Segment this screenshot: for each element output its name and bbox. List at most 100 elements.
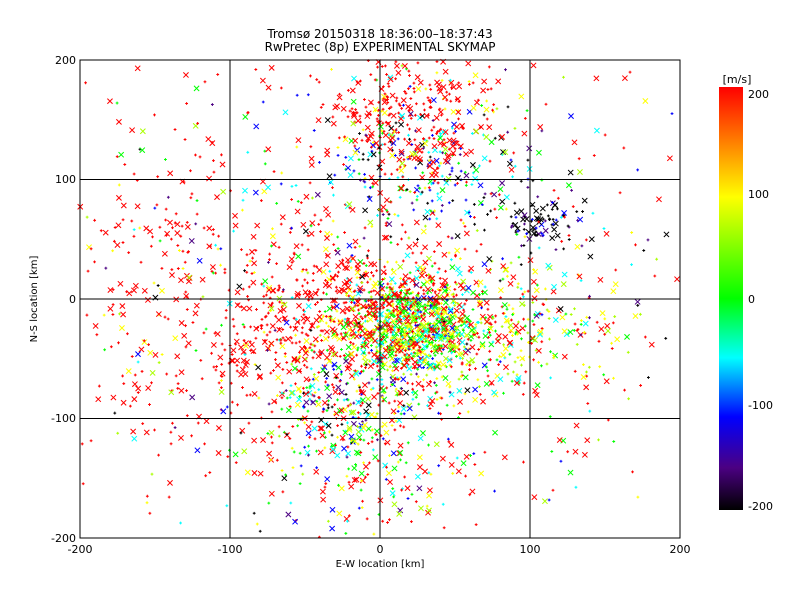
data-point [365, 254, 369, 258]
data-point [341, 445, 348, 452]
data-point [440, 344, 443, 348]
data-point [313, 468, 320, 475]
data-point [427, 163, 433, 170]
data-point [360, 281, 364, 285]
data-point [485, 267, 492, 274]
data-point [430, 128, 434, 132]
data-point [390, 299, 394, 303]
data-point [339, 307, 346, 314]
data-point [214, 368, 218, 372]
data-point [301, 268, 305, 271]
data-point [386, 301, 393, 307]
data-point [370, 145, 373, 149]
data-point [282, 430, 286, 434]
data-point [488, 159, 492, 163]
data-point [331, 219, 335, 223]
data-point [468, 148, 475, 155]
data-point [199, 276, 206, 283]
data-point [302, 289, 309, 296]
data-point [134, 65, 141, 72]
data-point [354, 331, 358, 334]
data-point [346, 261, 350, 265]
data-point [178, 369, 185, 376]
data-point [307, 444, 310, 448]
data-point [540, 364, 543, 368]
data-point [493, 489, 496, 493]
data-point [367, 304, 371, 308]
colorbar-tick-label: 0 [748, 293, 755, 306]
data-point [547, 310, 551, 313]
data-point [461, 293, 464, 297]
data-point [509, 215, 513, 219]
data-point [224, 309, 228, 312]
data-point [457, 377, 461, 381]
data-point [409, 352, 413, 356]
data-point [498, 354, 501, 358]
data-point [532, 358, 535, 362]
data-point [462, 308, 466, 312]
data-point [531, 301, 535, 304]
data-point [220, 408, 227, 415]
data-point [353, 333, 360, 340]
data-point [362, 337, 365, 341]
data-point [339, 332, 343, 336]
data-point [416, 308, 420, 312]
data-point [160, 266, 164, 270]
data-point [206, 243, 213, 250]
data-point [310, 399, 317, 406]
data-point [356, 411, 360, 415]
data-point [374, 317, 378, 321]
data-point [398, 347, 404, 354]
data-point [442, 68, 449, 75]
data-point [385, 208, 389, 212]
data-point [517, 381, 521, 385]
data-point [479, 242, 483, 246]
data-point [298, 451, 302, 455]
data-point [266, 348, 269, 352]
data-point [191, 321, 195, 324]
data-point [460, 278, 467, 285]
data-point [346, 404, 350, 408]
data-point [478, 385, 481, 389]
data-point [336, 288, 343, 295]
data-point [646, 238, 650, 242]
data-point [371, 141, 375, 144]
data-point [369, 73, 373, 76]
data-point [423, 108, 426, 112]
data-point [295, 385, 302, 392]
data-point [275, 201, 279, 205]
data-point [317, 80, 321, 84]
data-point [85, 313, 89, 317]
data-point [190, 434, 193, 438]
data-point [397, 442, 404, 449]
data-point [451, 199, 455, 203]
data-point [174, 374, 178, 378]
data-point [447, 308, 454, 315]
y-tick-label: -100 [51, 412, 76, 425]
data-point [456, 387, 463, 394]
data-point [418, 186, 422, 190]
data-point [125, 290, 129, 294]
data-point [363, 299, 367, 303]
data-point [356, 434, 363, 441]
data-point [141, 287, 148, 294]
y-tick-label: -200 [51, 532, 76, 545]
data-point [380, 295, 384, 299]
data-point [277, 307, 284, 314]
data-point [380, 168, 383, 171]
data-point [420, 430, 426, 437]
data-point [319, 230, 322, 234]
data-point [398, 148, 405, 155]
data-point [450, 84, 457, 91]
data-point [434, 334, 441, 341]
data-point [86, 269, 90, 273]
data-point [436, 270, 440, 274]
data-point [436, 288, 440, 291]
data-point [448, 363, 452, 367]
data-point [402, 158, 406, 161]
data-point [414, 74, 421, 81]
data-point [576, 327, 580, 331]
data-point [367, 381, 371, 385]
data-point [328, 430, 331, 434]
data-point [164, 158, 167, 161]
